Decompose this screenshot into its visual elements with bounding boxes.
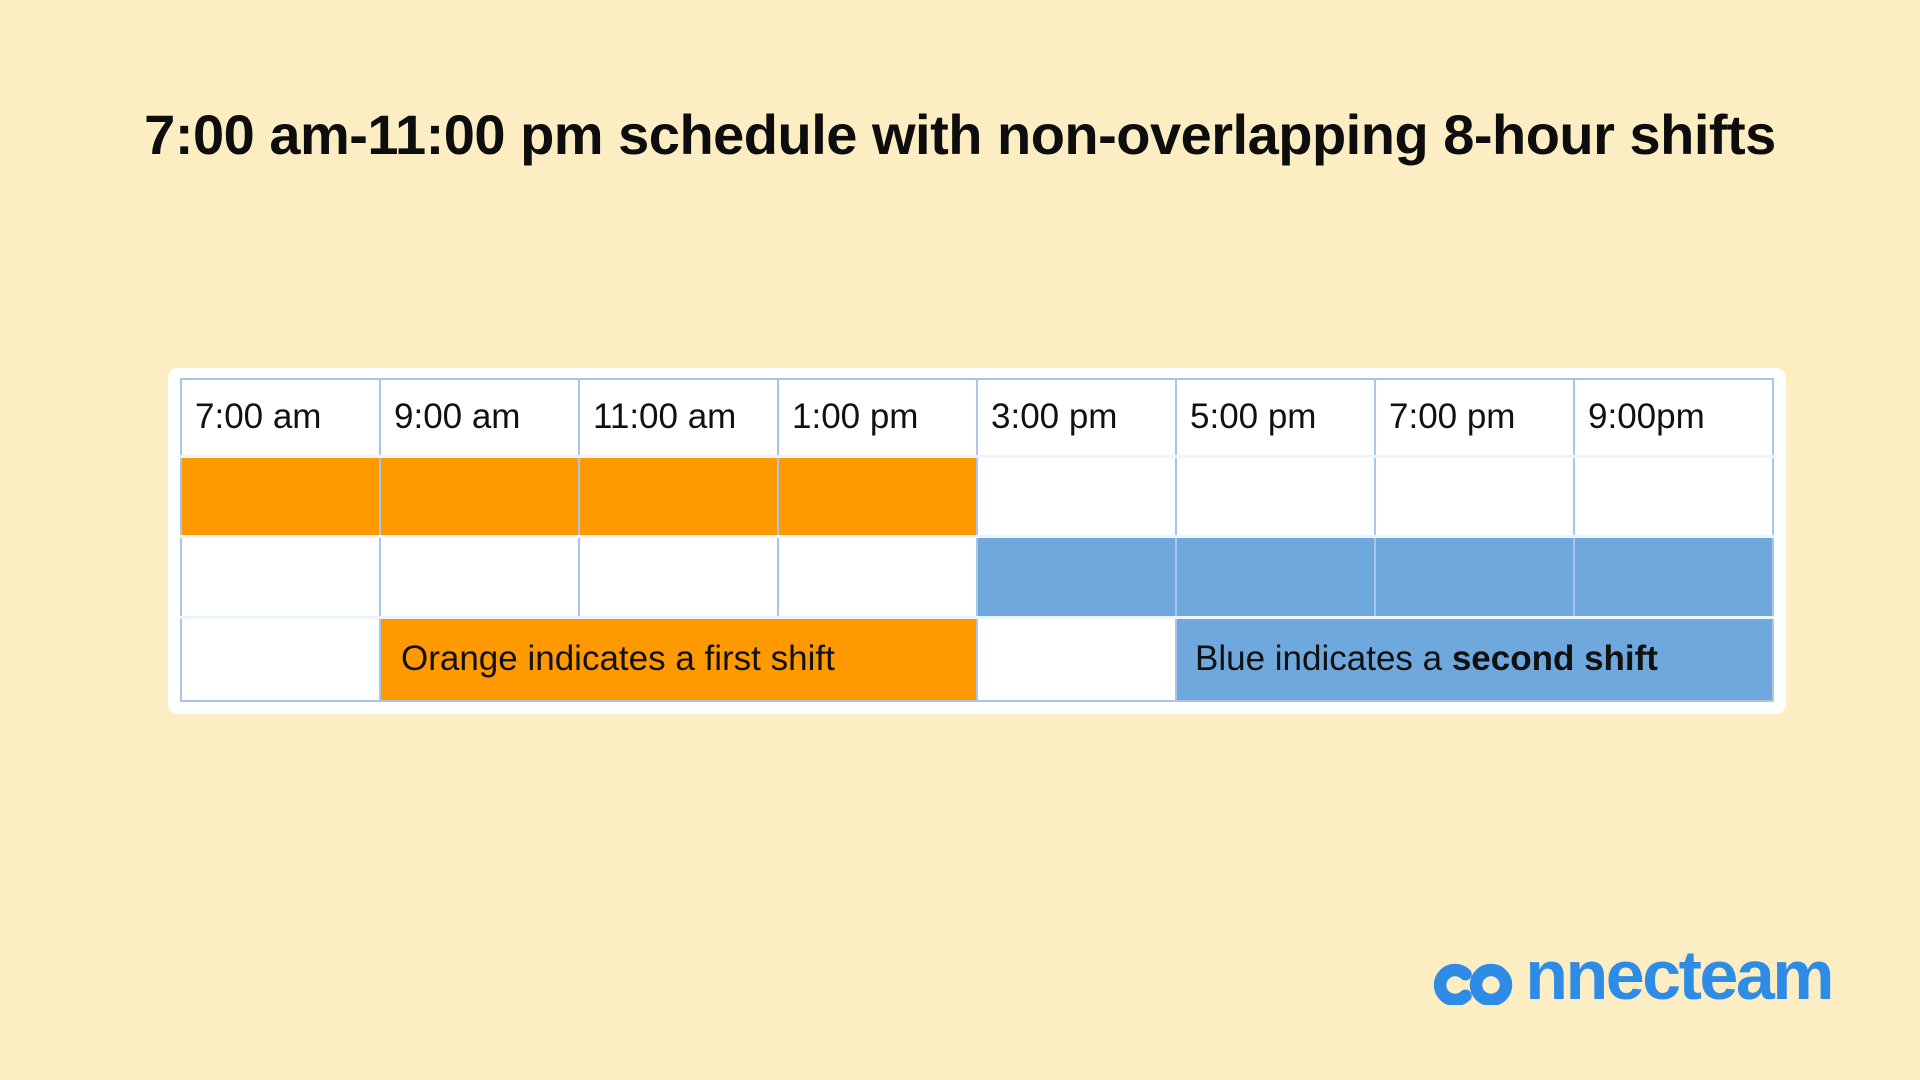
connecteam-logo: nnecteam [1429,936,1834,1014]
shift-cell [778,456,978,539]
shift-cell [778,536,978,619]
shift-cell [1176,456,1376,539]
shift-cell [1375,456,1575,539]
shift-cell [181,536,381,619]
infinity-co-logo-icon [1434,963,1513,1005]
first-shift-row [181,456,1773,539]
legend-spacer-cell [181,617,381,701]
time-header-cell: 1:00 pm [778,379,978,458]
legend-spacer-cell [977,617,1177,701]
time-header-cell: 9:00pm [1574,379,1773,458]
shift-cell [1176,536,1376,619]
shift-cell [1574,456,1773,539]
shift-cell [1574,536,1773,619]
page-title: 7:00 am-11:00 pm schedule with non-overl… [144,103,1776,166]
connecteam-wordmark: nnecteam [1525,936,1834,1014]
shift-cell [1375,536,1575,619]
shift-cell [579,456,779,539]
header-row: 7:00 am 9:00 am 11:00 am 1:00 pm 3:00 pm… [181,379,1773,458]
shift-cell [579,536,779,619]
time-header-cell: 11:00 am [579,379,779,458]
schedule-table: 7:00 am 9:00 am 11:00 am 1:00 pm 3:00 pm… [180,378,1774,702]
legend-orange-text: Orange indicates a first shift [401,639,835,679]
shift-cell [977,536,1177,619]
shift-cell [380,456,580,539]
shift-cell [380,536,580,619]
legend-orange-cell: Orange indicates a first shift [380,617,978,701]
legend-blue-text-bold: second shift [1451,639,1658,679]
time-header-cell: 5:00 pm [1176,379,1376,458]
legend-blue-cell: Blue indicates a second shift [1176,617,1773,701]
schedule-card: 7:00 am 9:00 am 11:00 am 1:00 pm 3:00 pm… [168,368,1786,714]
shift-cell [977,456,1177,539]
legend-row: Orange indicates a first shift Blue indi… [181,617,1773,701]
legend-blue-text: Blue indicates a second shift [1195,639,1658,679]
time-header-cell: 9:00 am [380,379,580,458]
time-header-cell: 7:00 pm [1375,379,1575,458]
shift-cell [181,456,381,539]
time-header-cell: 7:00 am [181,379,381,458]
second-shift-row [181,536,1773,619]
time-header-cell: 3:00 pm [977,379,1177,458]
